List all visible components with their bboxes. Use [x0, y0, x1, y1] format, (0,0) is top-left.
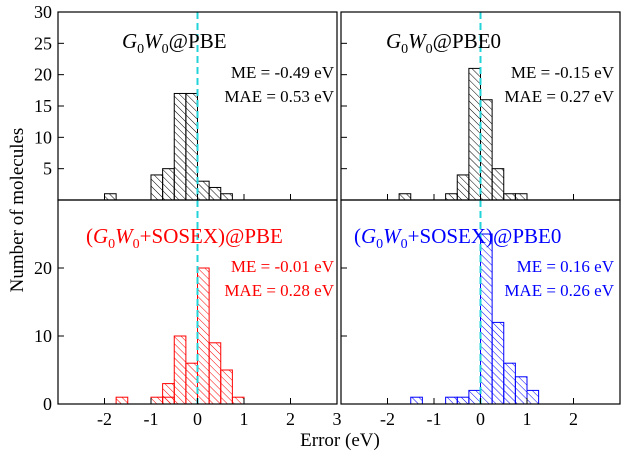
y-tick-label: 10	[34, 326, 52, 346]
mean-absolute-error-label: MAE = 0.27 eV	[504, 87, 614, 106]
y-tick-label: 20	[34, 258, 52, 278]
x-tick-label: -1	[427, 409, 442, 429]
histogram-bar	[445, 396, 458, 405]
histogram-bar	[456, 174, 470, 201]
histogram-bar	[150, 396, 164, 405]
panel-title: G0W0@PBE	[122, 29, 227, 57]
histogram-bar	[115, 396, 129, 405]
x-tick-label: 2	[286, 409, 295, 429]
histogram-bar	[173, 92, 187, 201]
histogram-bar	[208, 342, 222, 405]
histogram-bar	[514, 193, 528, 201]
y-tick-label: 5	[43, 159, 52, 179]
mean-error-label: ME = -0.15 eV	[511, 63, 615, 82]
x-tick-label: 1	[523, 409, 532, 429]
y-tick-label: 10	[34, 127, 52, 147]
mean-absolute-error-label: MAE = 0.53 eV	[224, 87, 334, 106]
panel-g0w0-pbe0: G0W0@PBE0 ME = -0.15 eV MAE = 0.27 eV	[340, 11, 621, 201]
histogram-bar	[104, 193, 117, 201]
x-axis-label: Error (eV)	[300, 430, 380, 451]
histogram-bar	[410, 396, 423, 405]
y-tick-label: 20	[34, 65, 52, 85]
histogram-bar	[526, 389, 540, 405]
mean-error-label: ME = 0.16 eV	[517, 257, 615, 276]
panel-title: (G0W0+SOSEX)@PBE	[86, 224, 283, 252]
histogram-bar	[185, 362, 198, 405]
x-tick-label: 3	[333, 409, 342, 429]
histogram-bar	[468, 389, 481, 405]
x-tick-label: 0	[476, 409, 485, 429]
x-tick-label: 2	[569, 409, 578, 429]
x-tick-label: -2	[97, 409, 112, 429]
panel-title: G0W0@PBE0	[386, 29, 501, 57]
histogram-bar	[162, 168, 175, 201]
y-axis-label: Number of molecules	[7, 128, 28, 293]
x-tick-label: -2	[380, 409, 395, 429]
histogram-bar	[162, 383, 175, 405]
x-tick-label: 0	[193, 409, 202, 429]
y-tick-label: 0	[43, 394, 52, 414]
histogram-bar	[480, 233, 493, 405]
histogram-bar	[185, 92, 198, 201]
histogram-bar	[503, 362, 516, 405]
histogram-bar	[445, 193, 458, 201]
mean-absolute-error-label: MAE = 0.28 eV	[224, 281, 334, 300]
y-tick-label: 30	[34, 2, 52, 22]
histogram-bar	[514, 376, 528, 405]
histogram-bar	[197, 180, 210, 201]
x-tick-label: -1	[144, 409, 159, 429]
panel-sosex-pbe0: -2 -1 0 1 2 (G0W0+SOSEX)@PBE0 ME = 0.16 eV MAE …	[340, 199, 621, 429]
panel-sosex-pbe: 0 10 20 -2 -1 0 1 2 3 (G0W0+SOSEX)@PBE ME = -0.01 …	[34, 199, 342, 429]
histogram-bar	[208, 186, 222, 201]
histogram-bar	[480, 99, 493, 201]
histogram-bar	[220, 193, 233, 201]
y-tick-label: 25	[34, 33, 52, 53]
histogram-bar	[503, 193, 516, 201]
y-tick-label: 15	[34, 96, 52, 116]
mean-error-label: ME = -0.01 eV	[231, 257, 335, 276]
x-tick-label: 1	[240, 409, 249, 429]
histogram-bar	[197, 267, 210, 405]
histogram-bar	[468, 67, 481, 201]
histogram-bar	[150, 174, 164, 201]
histogram-bar	[491, 168, 505, 201]
panel-title: (G0W0+SOSEX)@PBE0	[354, 224, 561, 252]
histogram-bar	[220, 369, 233, 405]
histogram-bar	[456, 396, 470, 405]
mean-absolute-error-label: MAE = 0.26 eV	[504, 281, 614, 300]
mean-error-label: ME = -0.49 eV	[231, 63, 335, 82]
histogram-bar	[398, 193, 412, 201]
histogram-bar	[231, 396, 245, 405]
histogram-bar	[173, 335, 187, 405]
histogram-bar	[491, 321, 505, 405]
